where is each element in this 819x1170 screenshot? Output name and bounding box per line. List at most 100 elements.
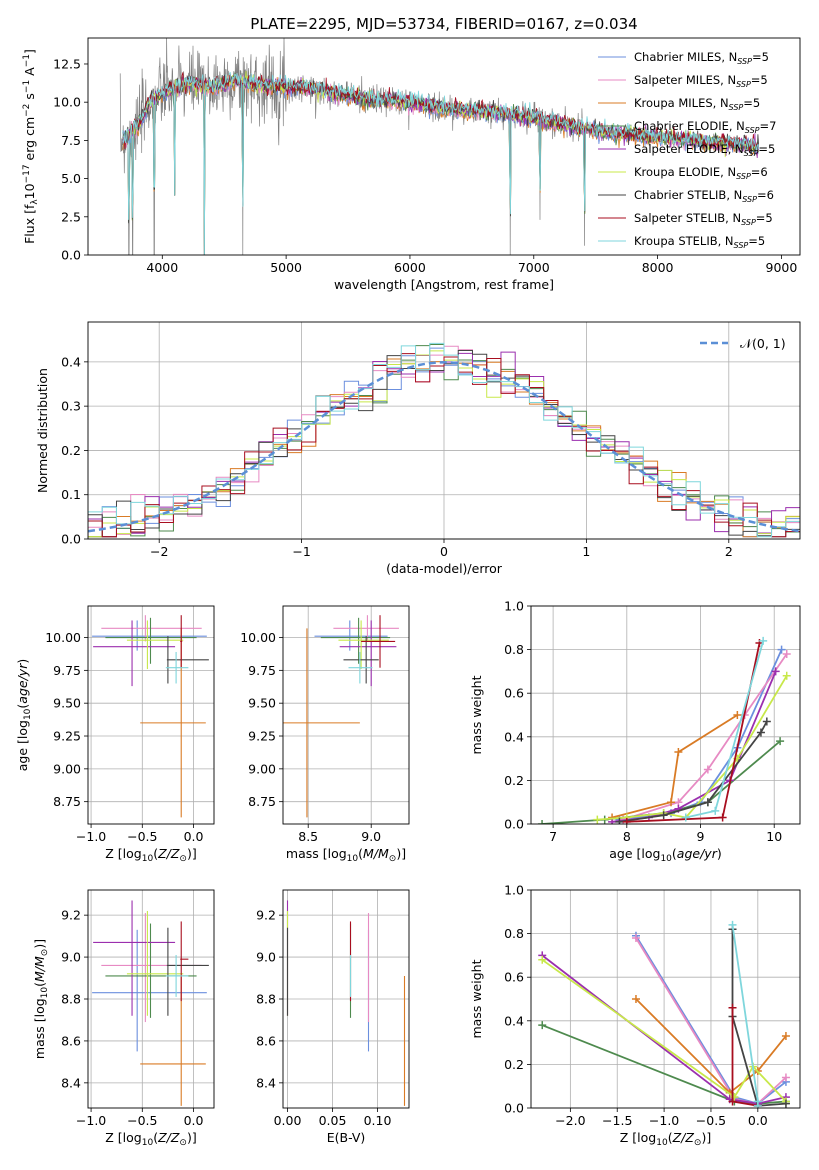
y-tick-label: 8.8 bbox=[61, 992, 81, 1007]
mass-weight-line bbox=[597, 675, 788, 821]
y-axis-label: age [log10(age/yr) bbox=[15, 659, 33, 771]
y-tick-label: 0.3 bbox=[61, 399, 81, 414]
plus-marker bbox=[711, 806, 720, 815]
x-tick-label: 2 bbox=[725, 544, 733, 559]
x-tick-label: 1 bbox=[582, 544, 590, 559]
errorbar-point bbox=[339, 620, 397, 687]
legend-label: Chabrier MILES, NSSP=5 bbox=[634, 50, 769, 66]
x-tick-label: 0.00 bbox=[274, 1113, 302, 1128]
errorbar-point bbox=[126, 620, 184, 670]
mass-weight-lines bbox=[538, 636, 791, 824]
legend-nssp: =5 bbox=[756, 211, 773, 225]
y-tick-label: 9.25 bbox=[248, 729, 276, 744]
mass-weight-line bbox=[541, 959, 787, 1103]
label-part: )] bbox=[396, 846, 406, 861]
label-part: −2 bbox=[22, 104, 32, 117]
label-part: SSP bbox=[737, 57, 752, 66]
y-tick-label: 9.25 bbox=[53, 729, 81, 744]
label-part: 10 bbox=[23, 708, 33, 720]
errorbar-point bbox=[180, 921, 189, 1002]
x-tick-label: 8000 bbox=[642, 260, 674, 275]
spectrum-lines bbox=[119, 38, 760, 255]
plus-marker bbox=[782, 649, 791, 658]
x-tick-label: −1.0 bbox=[76, 1113, 106, 1128]
y-tick-label: 1.0 bbox=[504, 883, 524, 898]
x-tick-label: 9 bbox=[697, 829, 705, 844]
x-tick-label: −2 bbox=[150, 544, 168, 559]
label-part: SSP bbox=[742, 195, 757, 204]
legend-label: Salpeter STELIB, NSSP=5 bbox=[634, 211, 773, 227]
x-axis-label: Z [log10(Z/Z⊙)] bbox=[105, 1130, 196, 1148]
y-tick-label: 8.75 bbox=[248, 794, 276, 809]
legend-label: Kroupa STELIB, NSSP=5 bbox=[634, 234, 765, 250]
panel-mass-vs-ebv: 0.00 0.05 0.10 8.4 8.6 8.8 9.0 9.2 bbox=[256, 889, 410, 1128]
plus-marker bbox=[753, 1101, 762, 1108]
y-tick-label: 8.4 bbox=[61, 1075, 81, 1090]
label-part: )] bbox=[187, 846, 197, 861]
legend-label: Chabrier STELIB, NSSP=6 bbox=[634, 188, 774, 204]
x-tick-label: −1.0 bbox=[76, 829, 106, 844]
errorbar-point bbox=[166, 636, 209, 684]
x-tick-label: −2.0 bbox=[555, 1113, 585, 1128]
y-tick-label: 9.00 bbox=[53, 761, 81, 776]
y-tick-label: 9.0 bbox=[256, 950, 276, 965]
errorbar-point bbox=[93, 620, 176, 687]
x-tick-label: −0.5 bbox=[696, 1113, 726, 1128]
label-part: ( bbox=[672, 846, 677, 861]
axes-frame bbox=[87, 605, 215, 825]
y-tick-label: 0.2 bbox=[504, 773, 524, 788]
x-tick-label: 9000 bbox=[766, 260, 798, 275]
legend-nssp: =5 bbox=[758, 142, 775, 156]
x-axis-label: mass [log10(M/M⊙)] bbox=[286, 846, 406, 864]
label-part: Z/Z bbox=[157, 846, 180, 861]
y-tick-label: 8.75 bbox=[53, 794, 81, 809]
label-part: −17 bbox=[22, 164, 32, 183]
y-tick-label: 9.75 bbox=[248, 663, 276, 678]
label-part: ( bbox=[153, 1130, 158, 1145]
label-part: )] bbox=[701, 1130, 711, 1145]
y-tick-label: 0.2 bbox=[504, 1057, 524, 1072]
plus-marker bbox=[667, 798, 676, 807]
panel-age-vs-mass: 8.5 9.0 8.75 9.00 9.25 9.50 9.75 10.00 bbox=[240, 605, 410, 844]
label-part: M/M bbox=[32, 956, 47, 982]
y-tick-label: 9.00 bbox=[248, 761, 276, 776]
y-tick-label: 10.0 bbox=[53, 95, 81, 110]
label-part: ⊙ bbox=[179, 1138, 187, 1148]
y-tick-label: 9.2 bbox=[256, 908, 276, 923]
y-tick-label: 8.8 bbox=[256, 992, 276, 1007]
mass-weight-line bbox=[626, 642, 761, 823]
plus-marker bbox=[776, 737, 785, 746]
label-part: 10 bbox=[142, 1138, 154, 1148]
label-part: ] bbox=[22, 49, 37, 54]
y-tick-label: 2.5 bbox=[61, 209, 81, 224]
label-part: ) bbox=[15, 659, 30, 664]
label-part: (0, 1) bbox=[752, 336, 786, 351]
panel-spectrum: 4000 5000 6000 7000 8000 9000 0.0 2.5 5.0 7.5 10.0… bbox=[53, 37, 801, 275]
mass-weight-line bbox=[611, 714, 738, 819]
label-part: erg cm bbox=[22, 117, 37, 165]
label-part: −1 bbox=[22, 54, 32, 67]
legend-nssp: =5 bbox=[751, 73, 768, 87]
label-part: ⊙ bbox=[40, 949, 50, 957]
y-tick-label: 0.8 bbox=[504, 926, 524, 941]
plus-marker bbox=[674, 748, 683, 757]
y-tick-label: 9.0 bbox=[61, 950, 81, 965]
panel-residuals: −2 −1 0 1 2 0.0 0.1 0.2 0.3 0.4 𝒩(0, 1) bbox=[61, 321, 801, 559]
x-axis-label: (data-model)/error bbox=[386, 561, 503, 576]
label-part: s bbox=[22, 93, 37, 104]
errorbar-point bbox=[105, 923, 197, 1018]
axes-frame bbox=[282, 605, 410, 825]
legend-nssp: =5 bbox=[743, 96, 760, 110]
plus-marker bbox=[631, 995, 640, 1003]
y-tick-label: 0.0 bbox=[61, 532, 81, 547]
x-tick-label: 7 bbox=[549, 829, 557, 844]
label-part: 𝒩 bbox=[740, 336, 755, 351]
legend-nssp: =6 bbox=[751, 165, 768, 179]
label-part: λ bbox=[30, 199, 40, 205]
label-part: age/yr bbox=[15, 663, 30, 704]
plus-marker bbox=[718, 813, 727, 822]
x-tick-label: −0.5 bbox=[127, 1113, 157, 1128]
errorbar-point bbox=[338, 620, 389, 670]
label-part: SSP bbox=[729, 103, 744, 112]
y-tick-label: 0.0 bbox=[504, 817, 524, 832]
